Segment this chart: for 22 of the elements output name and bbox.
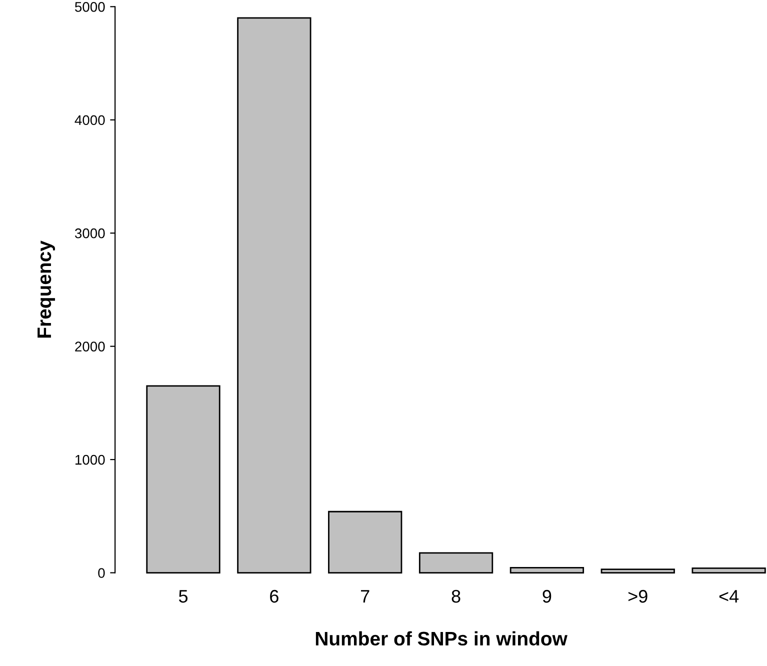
- bar: [600, 568, 675, 574]
- x-tick-label: <4: [719, 590, 739, 603]
- x-tick-label: 7: [361, 590, 370, 603]
- y-tick-label: 2000: [75, 342, 105, 352]
- y-tick-label: 5000: [74, 2, 105, 12]
- x-tick-label: 6: [270, 590, 278, 603]
- x-tick-label: 8: [452, 590, 460, 603]
- x-tick-label: 9: [542, 590, 552, 603]
- y-tick-label: 3000: [74, 228, 105, 238]
- bar: [237, 17, 312, 574]
- y-tick-label: 0: [98, 568, 105, 578]
- y-tick-label: 1000: [75, 454, 105, 465]
- x-tick-label: 5: [178, 590, 188, 603]
- x-axis-title: Number of SNPs in window: [316, 631, 568, 646]
- y-tick-label: 4000: [74, 115, 105, 126]
- bar: [692, 568, 766, 574]
- bar: [328, 510, 402, 574]
- bar: [418, 552, 494, 574]
- x-tick-label: >9: [628, 590, 648, 603]
- bar: [146, 385, 220, 574]
- bar: [510, 566, 584, 574]
- y-axis-title: Frequency: [38, 240, 55, 338]
